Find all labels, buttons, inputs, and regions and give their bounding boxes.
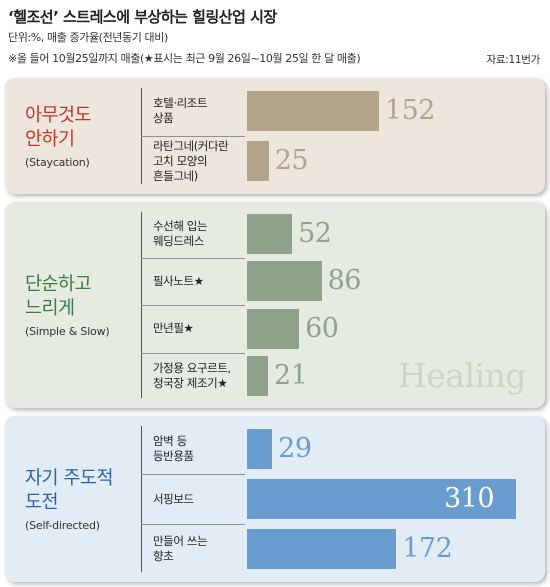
- group-title: 단순하고 느리게: [25, 273, 92, 319]
- category-separator: [141, 524, 245, 525]
- data-label: 29: [278, 433, 312, 464]
- bar: [247, 356, 268, 397]
- category-label: 만년필★: [153, 321, 194, 336]
- period-note: ※올 들어 10월25일까지 매출(★표시는 최근 9월 26일~10월 25일…: [8, 52, 361, 65]
- category-label: 서핑보드: [153, 491, 194, 506]
- group-subtitle: (Simple & Slow): [25, 324, 110, 338]
- bar: [247, 479, 516, 519]
- group-subtitle: (Self-directed): [25, 518, 100, 532]
- group-header: 단순하고 느리게 (Simple & Slow): [5, 202, 131, 408]
- category-label: 가정용 요구르트, 청국장 제조기★: [153, 361, 231, 391]
- data-label: 152: [384, 95, 436, 126]
- category-label: 수선해 입는 웨딩드레스: [153, 218, 208, 248]
- data-label: 172: [402, 533, 453, 564]
- category-separator: [141, 305, 245, 306]
- group-header: 아무것도 안하기 (Staycation): [5, 78, 131, 194]
- category-label: 만들어 쓰는 향초: [153, 534, 208, 563]
- category-separator: [141, 136, 245, 137]
- unit-note: 단위:%, 매출 증가율(전년동기 대비): [8, 31, 168, 44]
- bar: [247, 429, 273, 469]
- category-label: 암벽 등 등반용품: [153, 434, 194, 463]
- category-label: 라탄그네(커다란 고치 모양의 흔들그네): [153, 138, 229, 183]
- category-separator: [141, 352, 245, 354]
- group-title: 자기 주도적 도전: [25, 467, 113, 513]
- data-label: 21: [274, 360, 308, 392]
- bar: [247, 141, 269, 181]
- healing-watermark: Healing: [398, 356, 526, 395]
- data-label: 60: [305, 312, 339, 344]
- group-staycation: 아무것도 안하기 (Staycation) 호텔·리조트 상품 152 라탄그네(커다란…: [5, 78, 545, 194]
- data-label: 310: [444, 483, 495, 514]
- group-title: 아무것도 안하기: [25, 104, 92, 150]
- group-divider-line: [141, 426, 142, 572]
- bar: [247, 529, 397, 569]
- category-separator: [141, 257, 245, 259]
- bar: [247, 261, 322, 302]
- group-subtitle: (Staycation): [25, 155, 90, 169]
- category-separator: [141, 474, 245, 475]
- category-label: 필사노트★: [153, 273, 204, 288]
- data-label: 86: [327, 265, 362, 297]
- data-label: 52: [298, 217, 332, 249]
- source-note: 자료:11번가: [486, 54, 541, 66]
- chart-title: ‘헬조선’ 스트레스에 부상하는 힐링산업 시장: [8, 8, 277, 26]
- group-header: 자기 주도적 도전 (Self-directed): [5, 416, 131, 582]
- data-label: 25: [274, 145, 309, 176]
- bar: [247, 91, 379, 131]
- bar: [247, 213, 293, 254]
- group-self-directed: 자기 주도적 도전 (Self-directed) 암벽 등 등반용품 29 서핑보드 3…: [5, 416, 545, 582]
- bar: [247, 308, 300, 349]
- group-simple-slow: 단순하고 느리게 (Simple & Slow) 수선해 입는 웨딩드레스 52 필사노…: [5, 202, 545, 408]
- category-label: 호텔·리조트 상품: [153, 96, 208, 125]
